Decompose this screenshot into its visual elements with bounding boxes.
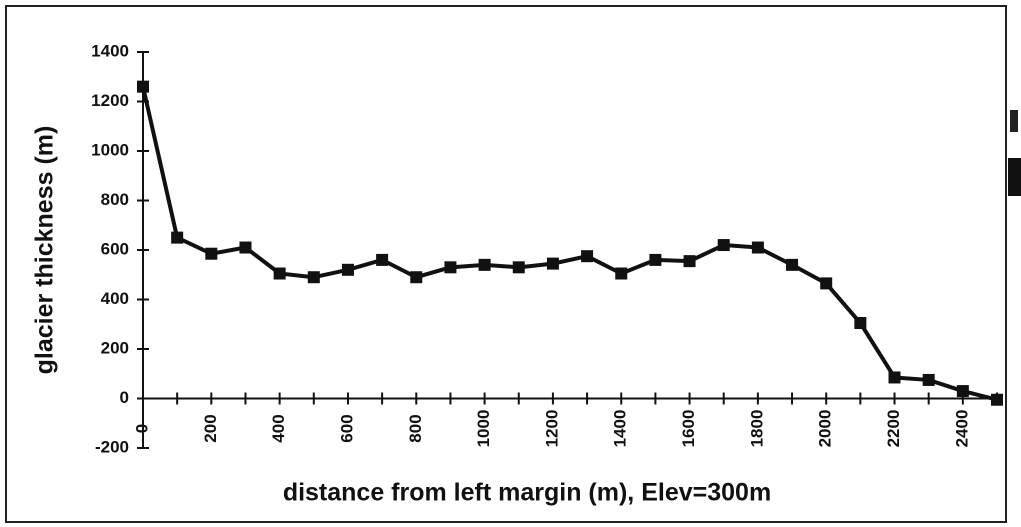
x-tick-label: 800 (406, 414, 425, 442)
y-tick-label: 1200 (91, 91, 129, 110)
x-tick-label: 600 (337, 414, 356, 442)
legend-fragment (1010, 110, 1018, 132)
data-marker (512, 261, 525, 274)
x-tick-label: 2200 (884, 410, 903, 448)
data-marker (341, 263, 354, 276)
y-tick-label: 800 (101, 190, 129, 209)
y-tick-label: 0 (120, 388, 129, 407)
x-tick-label: 1800 (747, 410, 766, 448)
x-tick-label: 1600 (679, 410, 698, 448)
data-marker (786, 258, 799, 271)
x-tick-label: 1400 (611, 410, 630, 448)
data-marker (205, 247, 218, 260)
data-marker (546, 257, 559, 270)
legend-fragment (1008, 158, 1021, 196)
data-marker (273, 267, 286, 280)
y-axis-title: glacier thickness (m) (31, 126, 59, 375)
x-tick-label: 1000 (474, 410, 493, 448)
x-tick-label: 0 (132, 424, 151, 433)
data-marker (820, 277, 833, 290)
data-marker (751, 241, 764, 254)
data-marker (717, 239, 730, 252)
data-marker (581, 250, 594, 263)
data-marker (444, 261, 457, 274)
data-marker (376, 253, 389, 266)
x-axis-title: distance from left margin (m), Elev=300m (283, 479, 771, 507)
data-marker (683, 255, 696, 268)
y-tick-label: -200 (95, 437, 129, 456)
x-tick-label: 1200 (542, 410, 561, 448)
data-marker (854, 317, 867, 330)
y-tick-label: 200 (101, 338, 129, 357)
data-line (141, 86, 998, 402)
data-marker (922, 373, 935, 386)
chart-frame (5, 5, 1007, 523)
x-tick-label: 2400 (952, 410, 971, 448)
data-marker (478, 258, 491, 271)
y-tick-label: 1000 (91, 140, 129, 159)
data-marker (239, 241, 252, 254)
y-tick-label: 600 (101, 239, 129, 258)
y-tick-label: 1400 (91, 41, 129, 60)
data-marker (956, 385, 969, 398)
data-marker (991, 393, 1003, 406)
data-marker (137, 80, 149, 93)
data-marker (649, 253, 662, 266)
x-tick-label: 2000 (816, 410, 835, 448)
y-tick-label: 400 (101, 289, 129, 308)
data-marker (615, 267, 628, 280)
data-marker (171, 231, 184, 244)
data-marker (307, 271, 320, 284)
x-tick-label: 400 (269, 414, 288, 442)
data-marker (410, 271, 423, 284)
x-tick-label: 200 (201, 414, 220, 442)
data-marker (888, 371, 901, 384)
